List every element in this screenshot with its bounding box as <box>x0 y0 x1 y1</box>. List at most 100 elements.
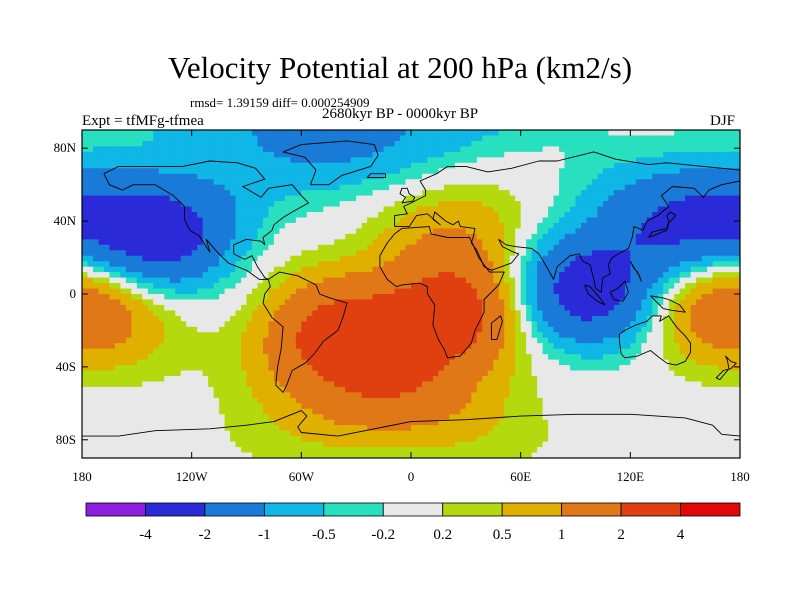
contour-cell <box>378 222 385 229</box>
contour-cell <box>575 233 582 240</box>
contour-cell <box>411 299 418 306</box>
contour-cell <box>153 283 160 290</box>
contour-cell <box>186 304 193 311</box>
contour-cell <box>164 162 171 169</box>
contour-cell <box>630 261 637 268</box>
contour-cell <box>476 266 483 273</box>
contour-cell <box>120 212 127 219</box>
contour-cell <box>241 261 248 268</box>
contour-cell <box>356 212 363 219</box>
contour-cell <box>416 315 423 322</box>
contour-cell <box>290 140 297 147</box>
contour-cell <box>268 135 275 142</box>
contour-cell <box>202 157 209 164</box>
contour-cell <box>383 321 390 328</box>
contour-cell <box>257 162 264 169</box>
contour-cell <box>718 283 725 290</box>
contour-cell <box>383 195 390 202</box>
contour-cell <box>394 272 401 279</box>
contour-cell <box>92 310 100 317</box>
contour-cell <box>657 255 664 262</box>
contour-cell <box>241 162 248 169</box>
contour-cell <box>443 195 450 202</box>
contour-cell <box>372 272 379 279</box>
contour-cell <box>241 206 248 213</box>
contour-cell <box>531 228 538 235</box>
contour-cell <box>103 162 111 169</box>
contour-cell <box>120 272 127 279</box>
contour-cell <box>602 201 609 208</box>
contour-cell <box>685 135 692 142</box>
contour-cell <box>663 190 670 197</box>
contour-cell <box>372 294 379 301</box>
contour-cell <box>312 130 319 137</box>
period-label: 2680kyr BP - 0000kyr BP <box>322 106 479 122</box>
contour-cell <box>131 283 138 290</box>
contour-cell <box>537 250 544 257</box>
contour-cell <box>663 130 670 137</box>
contour-cell <box>460 195 467 202</box>
contour-cell <box>147 195 154 202</box>
contour-cell <box>531 343 538 350</box>
contour-cell <box>542 146 549 153</box>
contour-cell <box>120 266 127 273</box>
contour-cell <box>257 261 264 268</box>
contour-cell <box>454 222 461 229</box>
contour-cell <box>542 244 549 251</box>
contour-cell <box>208 272 215 279</box>
contour-cell <box>273 255 280 262</box>
contour-cell <box>361 184 368 191</box>
contour-cell <box>169 354 176 361</box>
contour-cell <box>685 272 692 279</box>
contour-cell <box>345 244 352 251</box>
contour-cell <box>323 130 330 137</box>
contour-cell <box>646 250 653 257</box>
contour-cell <box>613 310 620 317</box>
contour-cell <box>701 244 708 251</box>
contour-cell <box>109 168 116 175</box>
contour-cell <box>471 233 478 240</box>
contour-cell <box>471 173 478 180</box>
contour-cell <box>553 321 560 328</box>
contour-cell <box>334 310 341 317</box>
contour-cell <box>449 233 456 240</box>
contour-cell <box>685 348 692 355</box>
contour-cell <box>224 239 231 246</box>
contour-cell <box>515 195 522 202</box>
contour-cell <box>400 266 407 273</box>
contour-cell <box>580 343 588 350</box>
contour-cell <box>619 168 626 175</box>
contour-cell <box>504 266 511 273</box>
contour-cell <box>553 190 560 197</box>
contour-cell <box>378 217 385 224</box>
contour-cell <box>487 173 494 180</box>
contour-cell <box>268 255 275 262</box>
contour-cell <box>125 151 132 158</box>
contour-cell <box>509 206 516 213</box>
contour-cell <box>114 217 121 224</box>
contour-cell <box>679 190 686 197</box>
contour-cell <box>591 348 599 355</box>
contour-cell <box>131 343 138 350</box>
contour-cell <box>103 266 111 273</box>
contour-cell <box>608 195 615 202</box>
contour-cell <box>378 332 385 339</box>
contour-cell <box>718 272 725 279</box>
contour-cell <box>564 272 571 279</box>
contour-cell <box>301 337 308 344</box>
contour-cell <box>202 168 209 175</box>
contour-cell <box>400 173 407 180</box>
contour-cell <box>548 162 555 169</box>
contour-cell <box>591 337 599 344</box>
contour-cell <box>153 151 160 158</box>
contour-cell <box>323 250 330 257</box>
contour-cell <box>323 326 330 333</box>
contour-cell <box>82 315 89 322</box>
contour-cell <box>652 332 659 339</box>
contour-cell <box>438 135 445 142</box>
contour-cell <box>158 212 165 219</box>
contour-cell <box>202 304 209 311</box>
contour-cell <box>416 332 423 339</box>
contour-cell <box>460 337 467 344</box>
contour-cell <box>421 283 429 290</box>
